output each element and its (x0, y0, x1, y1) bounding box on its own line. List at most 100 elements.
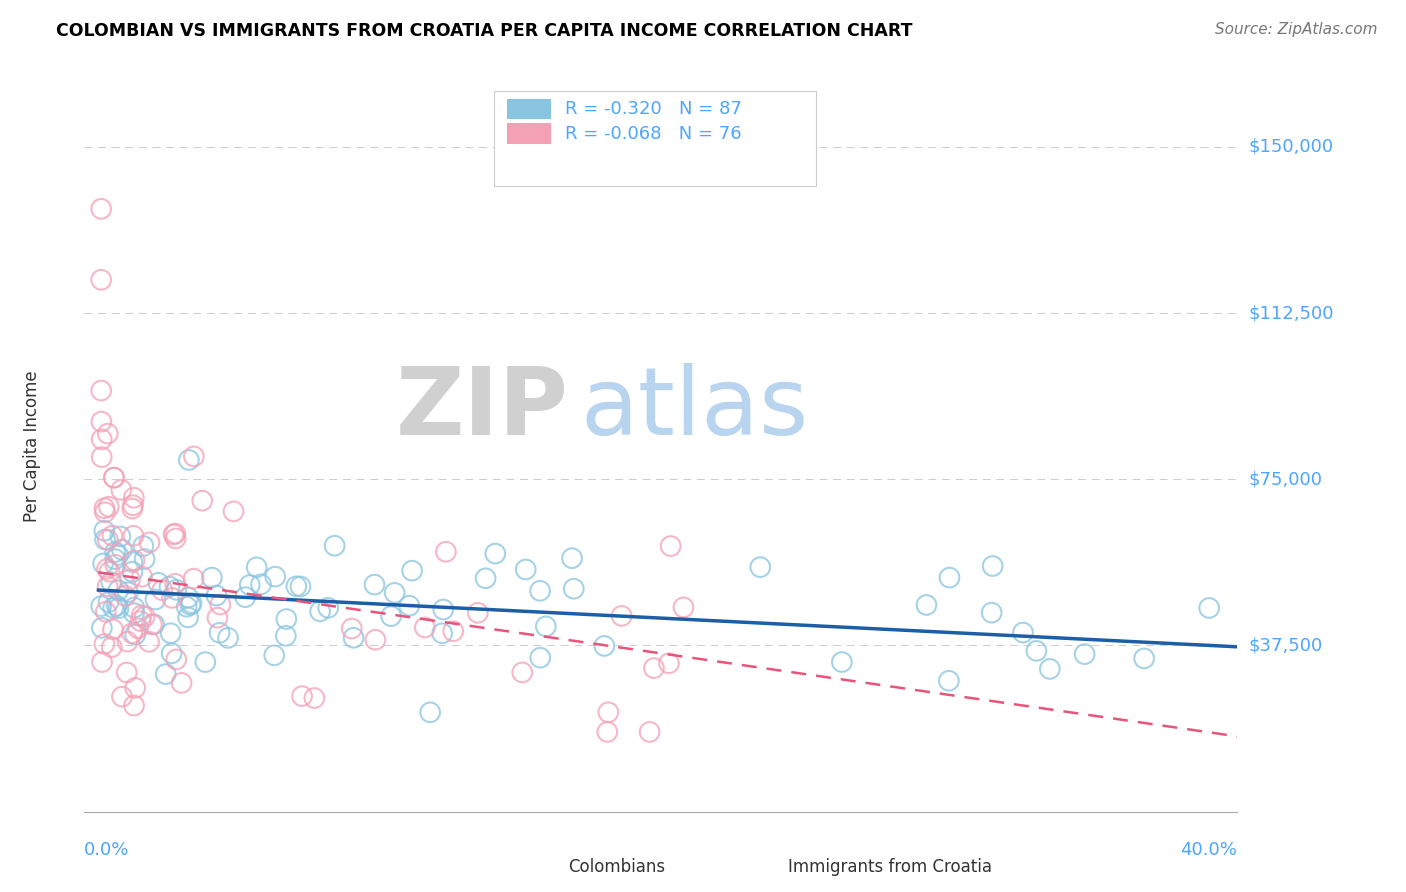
Point (263, 648, 285, 663)
Point (342, 631, 364, 645)
Point (90, 202, 112, 216)
Point (529, 650, 551, 665)
Point (165, 576, 187, 591)
Point (93, 524, 115, 538)
Point (104, 558, 127, 572)
Bar (730, 858, 776, 875)
Point (107, 583, 129, 598)
Point (638, 725, 661, 739)
Text: Immigrants from Croatia: Immigrants from Croatia (787, 857, 991, 876)
Point (285, 579, 308, 593)
Point (96, 562, 118, 576)
Point (1198, 601, 1220, 615)
Point (97, 595, 120, 609)
Point (291, 689, 314, 703)
Point (100, 640, 122, 655)
Point (659, 539, 682, 553)
Point (177, 453, 200, 467)
Point (98, 565, 121, 579)
Point (239, 578, 262, 592)
Point (364, 632, 387, 647)
Point (141, 617, 163, 632)
Point (90, 433, 112, 447)
Point (111, 542, 134, 557)
Point (104, 545, 127, 559)
Text: Per Capita Income: Per Capita Income (24, 370, 42, 522)
Point (90, 621, 112, 635)
Point (529, 583, 551, 598)
Point (117, 634, 139, 648)
Point (398, 599, 420, 613)
Bar (508, 99, 551, 119)
Point (510, 665, 533, 680)
Text: atlas: atlas (581, 363, 808, 456)
Point (148, 575, 170, 590)
Text: ZIP: ZIP (395, 363, 568, 456)
Point (274, 629, 297, 643)
Point (107, 548, 129, 562)
Point (593, 639, 616, 653)
Point (246, 560, 269, 574)
Point (749, 560, 772, 574)
Point (441, 624, 464, 639)
Point (124, 553, 146, 567)
Point (90, 384, 112, 398)
Point (643, 661, 665, 675)
Text: $112,500: $112,500 (1249, 304, 1334, 322)
Point (122, 600, 145, 615)
Point (430, 626, 453, 640)
Point (217, 631, 239, 645)
Point (101, 529, 124, 543)
Point (91, 655, 114, 669)
Point (122, 498, 145, 512)
FancyBboxPatch shape (494, 91, 817, 186)
Point (103, 470, 125, 484)
Point (93, 637, 115, 651)
Point (165, 652, 187, 666)
Point (177, 591, 200, 605)
Point (97, 500, 120, 514)
Point (596, 725, 619, 739)
Point (208, 625, 231, 640)
Point (131, 570, 153, 584)
Point (160, 646, 183, 660)
Point (97, 533, 120, 547)
Point (177, 610, 200, 624)
Point (183, 572, 205, 586)
Point (105, 599, 128, 613)
Point (121, 501, 143, 516)
Point (1012, 625, 1035, 640)
Point (562, 582, 585, 596)
Point (131, 608, 153, 623)
Point (124, 681, 146, 695)
Point (672, 600, 695, 615)
Point (432, 602, 454, 616)
Point (561, 551, 583, 566)
Point (90, 273, 112, 287)
Point (107, 601, 129, 615)
Point (658, 657, 681, 671)
Point (138, 635, 160, 649)
Text: COLOMBIAN VS IMMIGRANTS FROM CROATIA PER CAPITA INCOME CORRELATION CHART: COLOMBIAN VS IMMIGRANTS FROM CROATIA PER… (56, 22, 912, 40)
Text: Colombians: Colombians (568, 857, 665, 876)
Point (101, 623, 124, 637)
Point (122, 698, 145, 713)
Text: 40.0%: 40.0% (1181, 841, 1237, 859)
Point (103, 470, 125, 484)
Point (515, 562, 537, 576)
Point (201, 571, 224, 585)
Point (160, 591, 183, 605)
Point (276, 612, 298, 626)
Point (484, 547, 506, 561)
Point (1133, 651, 1156, 665)
Point (132, 539, 155, 553)
Point (170, 676, 193, 690)
Point (598, 705, 620, 719)
Bar (508, 123, 551, 144)
Point (97, 426, 120, 441)
Point (114, 589, 136, 603)
Point (309, 604, 332, 618)
Point (122, 491, 145, 505)
Point (290, 579, 312, 593)
Point (474, 571, 496, 585)
